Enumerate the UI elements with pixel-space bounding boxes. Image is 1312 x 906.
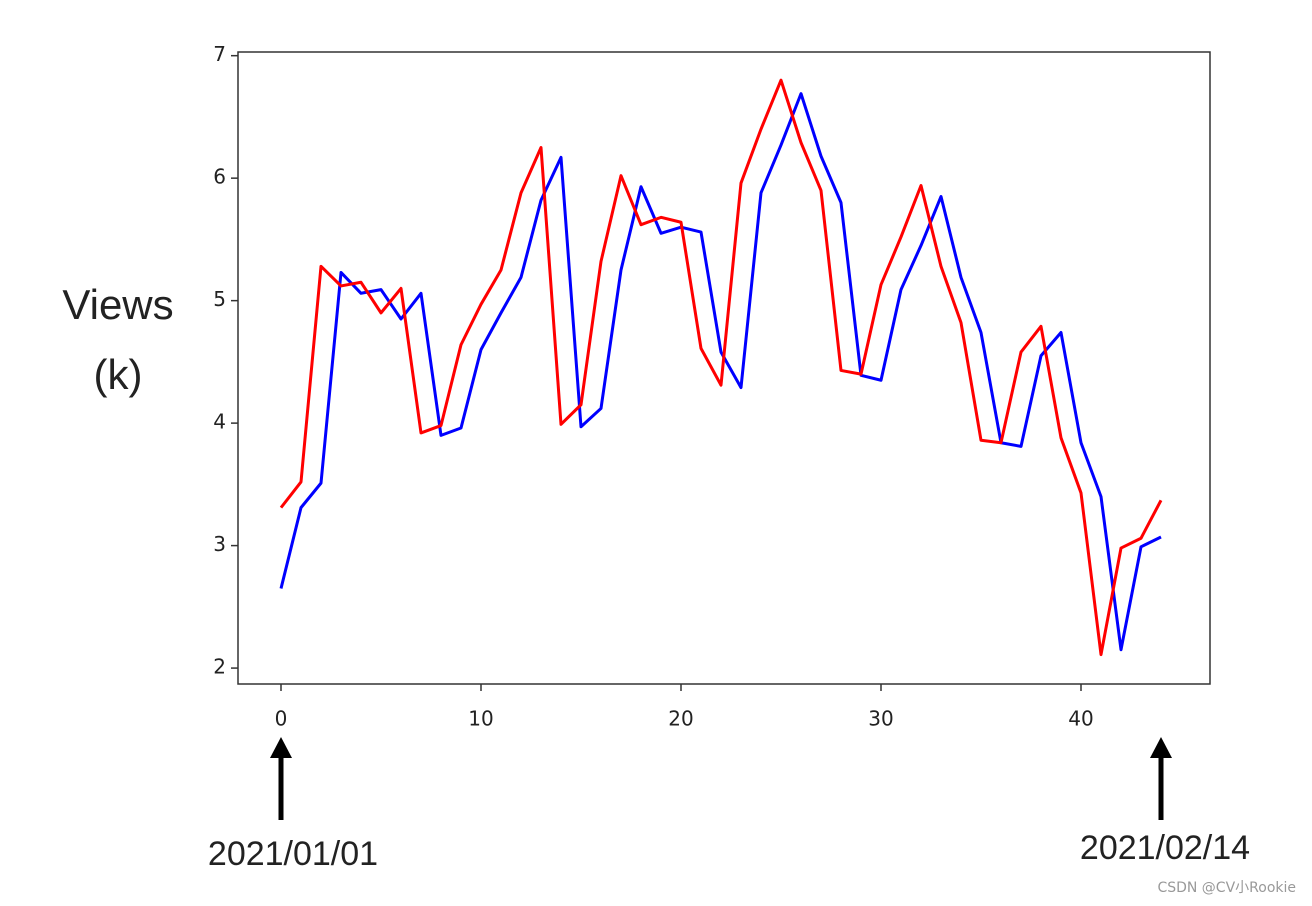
y-tick-label: 4: [213, 410, 226, 434]
line: [279, 78, 1163, 657]
watermark: CSDN @CV小Rookie: [1157, 880, 1296, 896]
x-tick-label: 40: [1068, 707, 1093, 731]
line: [279, 92, 1162, 652]
arrow-head: [270, 737, 292, 758]
y-tick-label: 3: [213, 532, 226, 556]
annotation: 2021/02/14: [1080, 829, 1250, 867]
annotation: 2021/01/01: [208, 835, 378, 873]
y-tick-label: 2: [213, 655, 226, 679]
plot-frame: [237, 51, 1211, 685]
arrow-head: [1150, 737, 1172, 758]
y-label: Views: [62, 281, 173, 328]
x-tick-label: 20: [668, 707, 693, 731]
y-tick-label: 7: [213, 42, 226, 66]
x-tick-label: 30: [868, 707, 893, 731]
x-tick-label: 0: [275, 707, 288, 731]
y-tick-label: 5: [213, 287, 226, 311]
y-label: (k): [94, 351, 143, 398]
y-tick-label: 6: [213, 165, 226, 189]
x-tick-label: 10: [468, 707, 493, 731]
